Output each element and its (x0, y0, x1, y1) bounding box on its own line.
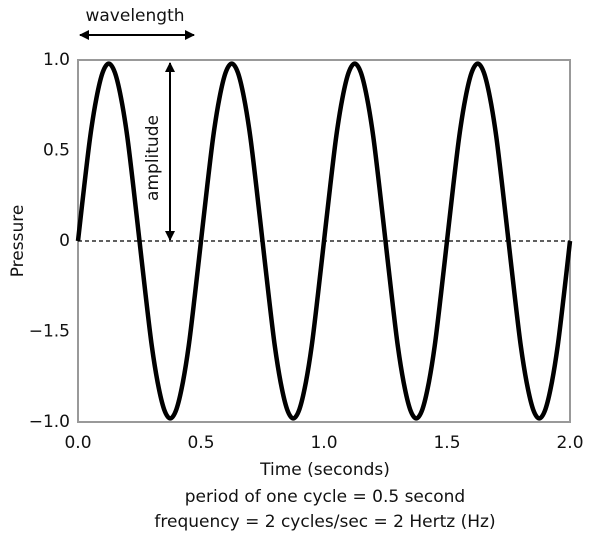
y-tick-label: −1.0 (29, 412, 70, 432)
y-tick-label: 1.0 (43, 50, 70, 70)
note: period of one cycle = 0.5 second (185, 487, 465, 507)
line (75, 61, 573, 421)
x-axis-label: Time (seconds) (259, 460, 390, 480)
x-tick-label: 2.0 (556, 433, 583, 453)
x-tick-label: 0.5 (187, 433, 214, 453)
y-tick-label: 0 (59, 231, 70, 251)
y-axis-label: Pressure (8, 205, 28, 278)
x-tick-label: 0.0 (64, 433, 91, 453)
y-tick-label: −1.5 (29, 322, 70, 342)
x-tick-label: 1.5 (433, 433, 460, 453)
x-tick-label: 1.0 (310, 433, 337, 453)
note: frequency = 2 cycles/sec = 2 Hertz (Hz) (154, 512, 495, 532)
y-tick-label: 0.5 (43, 141, 70, 161)
annotation: amplitude (143, 115, 163, 201)
annotation: wavelength (85, 6, 184, 26)
